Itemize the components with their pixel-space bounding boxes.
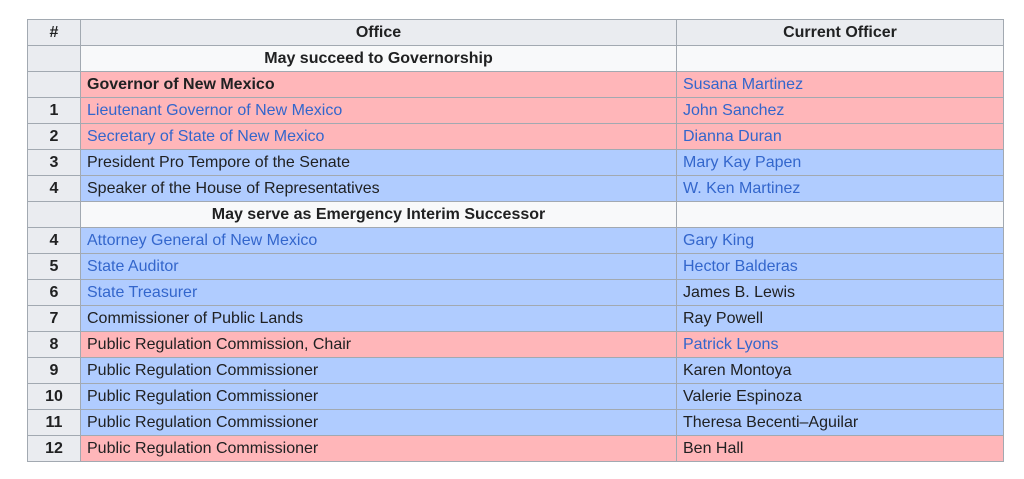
officer-cell: John Sanchez — [676, 97, 1004, 124]
officer-cell: Karen Montoya — [676, 357, 1004, 384]
office-cell: Public Regulation Commissioner — [80, 435, 677, 462]
row-number: 7 — [27, 305, 81, 332]
officer-cell: Gary King — [676, 227, 1004, 254]
table-row: 1 Lieutenant Governor of New Mexico John… — [27, 97, 1004, 124]
officer-link[interactable]: Susana Martinez — [683, 76, 804, 93]
officer-cell: Hector Balderas — [676, 253, 1004, 280]
succession-table: # Office Current Officer May succeed to … — [27, 19, 1004, 462]
office-cell: Lieutenant Governor of New Mexico — [80, 97, 677, 124]
office-cell: Commissioner of Public Lands — [80, 305, 677, 332]
officer-cell: James B. Lewis — [676, 279, 1004, 306]
officer-link[interactable]: Hector Balderas — [683, 258, 798, 275]
table-row: 4 Attorney General of New Mexico Gary Ki… — [27, 227, 1004, 254]
column-header-num[interactable]: # — [27, 19, 81, 46]
row-number: 6 — [27, 279, 81, 306]
section-heading: May succeed to Governorship — [80, 45, 677, 72]
table-row: 12 Public Regulation Commissioner Ben Ha… — [27, 435, 1004, 462]
office-cell: Speaker of the House of Representatives — [80, 175, 677, 202]
officer-cell: Ray Powell — [676, 305, 1004, 332]
table-row: 10 Public Regulation Commissioner Valeri… — [27, 383, 1004, 410]
table-row: 11 Public Regulation Commissioner Theres… — [27, 409, 1004, 436]
office-cell: President Pro Tempore of the Senate — [80, 149, 677, 176]
row-number: 10 — [27, 383, 81, 410]
table-row: 4 Speaker of the House of Representative… — [27, 175, 1004, 202]
officer-cell: Dianna Duran — [676, 123, 1004, 150]
column-header-office[interactable]: Office — [80, 19, 677, 46]
office-cell: Public Regulation Commissioner — [80, 383, 677, 410]
table-row: 9 Public Regulation Commissioner Karen M… — [27, 357, 1004, 384]
office-cell: Attorney General of New Mexico — [80, 227, 677, 254]
section-row-interim: May serve as Emergency Interim Successor — [27, 201, 1004, 228]
office-link[interactable]: Lieutenant Governor of New Mexico — [87, 102, 343, 119]
officer-cell: Mary Kay Papen — [676, 149, 1004, 176]
table-row: Governor of New Mexico Susana Martinez — [27, 71, 1004, 98]
office-link[interactable]: State Auditor — [87, 258, 179, 275]
officer-link[interactable]: W. Ken Martinez — [683, 180, 801, 197]
column-header-officer[interactable]: Current Officer — [676, 19, 1004, 46]
officer-cell: Susana Martinez — [676, 71, 1004, 98]
section-blank-cell — [676, 201, 1004, 228]
office-cell: State Auditor — [80, 253, 677, 280]
officer-cell: W. Ken Martinez — [676, 175, 1004, 202]
officer-link[interactable]: Dianna Duran — [683, 128, 782, 145]
row-number: 8 — [27, 331, 81, 358]
office-cell: Governor of New Mexico — [80, 71, 677, 98]
row-number: 12 — [27, 435, 81, 462]
office-link[interactable]: Secretary of State of New Mexico — [87, 128, 325, 145]
table-row: 7 Commissioner of Public Lands Ray Powel… — [27, 305, 1004, 332]
row-number: 11 — [27, 409, 81, 436]
officer-cell: Patrick Lyons — [676, 331, 1004, 358]
row-number — [27, 201, 81, 228]
section-blank-cell — [676, 45, 1004, 72]
table-row: 5 State Auditor Hector Balderas — [27, 253, 1004, 280]
officer-cell: Ben Hall — [676, 435, 1004, 462]
row-number: 1 — [27, 97, 81, 124]
officer-cell: Valerie Espinoza — [676, 383, 1004, 410]
header-row: # Office Current Officer — [27, 19, 1004, 46]
officer-cell: Theresa Becenti–Aguilar — [676, 409, 1004, 436]
section-heading: May serve as Emergency Interim Successor — [80, 201, 677, 228]
officer-link[interactable]: Mary Kay Papen — [683, 154, 802, 171]
row-number: 4 — [27, 175, 81, 202]
table-row: 3 President Pro Tempore of the Senate Ma… — [27, 149, 1004, 176]
row-number: 9 — [27, 357, 81, 384]
office-cell: Public Regulation Commissioner — [80, 357, 677, 384]
office-cell: Public Regulation Commissioner — [80, 409, 677, 436]
table-row: 2 Secretary of State of New Mexico Diann… — [27, 123, 1004, 150]
row-number: 3 — [27, 149, 81, 176]
officer-link[interactable]: Gary King — [683, 232, 755, 249]
officer-link[interactable]: John Sanchez — [683, 102, 785, 119]
row-number: 4 — [27, 227, 81, 254]
office-cell: State Treasurer — [80, 279, 677, 306]
office-link[interactable]: State Treasurer — [87, 284, 198, 301]
row-number — [27, 71, 81, 98]
office-cell: Public Regulation Commission, Chair — [80, 331, 677, 358]
table-row: 8 Public Regulation Commission, Chair Pa… — [27, 331, 1004, 358]
row-number: 5 — [27, 253, 81, 280]
officer-link[interactable]: Patrick Lyons — [683, 336, 779, 353]
office-link[interactable]: Attorney General of New Mexico — [87, 232, 318, 249]
office-cell: Secretary of State of New Mexico — [80, 123, 677, 150]
row-number: 2 — [27, 123, 81, 150]
row-number — [27, 45, 81, 72]
section-row-governorship: May succeed to Governorship — [27, 45, 1004, 72]
table-row: 6 State Treasurer James B. Lewis — [27, 279, 1004, 306]
